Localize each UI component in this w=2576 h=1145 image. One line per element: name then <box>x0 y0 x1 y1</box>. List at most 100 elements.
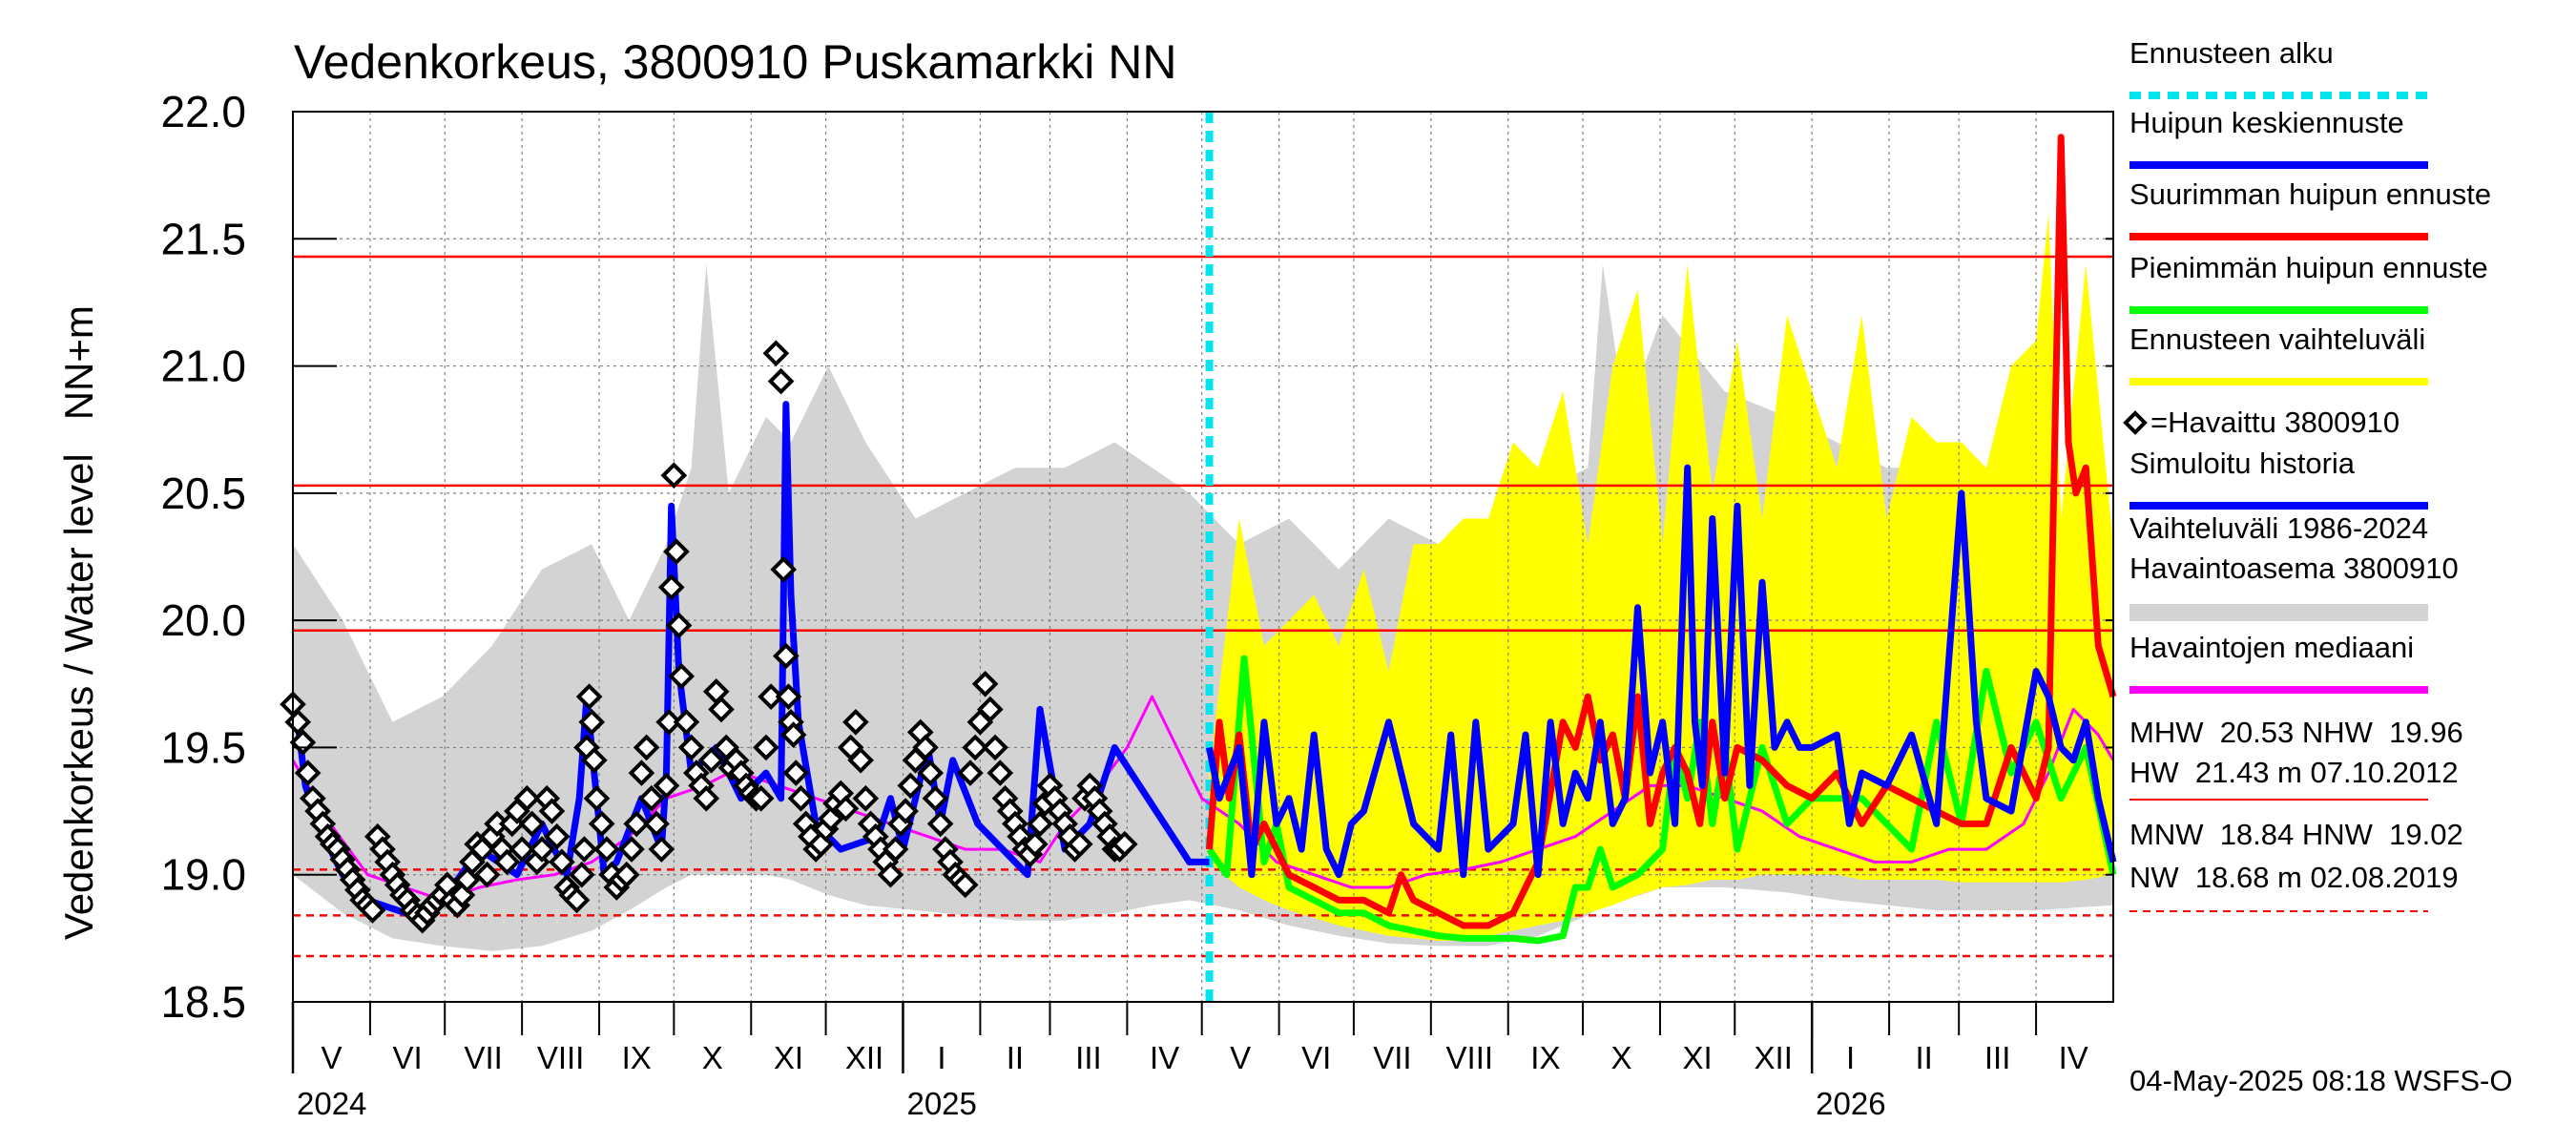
x-month-label: I <box>937 1040 945 1075</box>
observed-marker <box>665 612 693 639</box>
observed-marker <box>770 556 798 583</box>
x-month-label: II <box>1007 1040 1024 1075</box>
observed-marker <box>962 734 988 761</box>
observed-marker <box>917 760 945 786</box>
observed-marker <box>897 772 924 800</box>
observed-marker <box>638 784 665 812</box>
observed-marker <box>753 734 779 761</box>
x-year-label: 2024 <box>297 1086 366 1121</box>
x-month-label: X <box>702 1040 723 1075</box>
observed-marker <box>847 746 874 774</box>
chart-title: Vedenkorkeus, 3800910 Puskamarkki NN <box>294 35 1177 89</box>
x-month-label: IV <box>2059 1040 2088 1075</box>
observed-marker <box>926 810 954 838</box>
observed-marker <box>1066 830 1093 858</box>
observed-marker <box>593 836 620 863</box>
observed-marker <box>787 784 815 812</box>
observed-marker <box>1027 810 1053 838</box>
observed-marker <box>583 784 611 812</box>
observed-marker <box>643 810 670 838</box>
observed-marker <box>563 886 591 914</box>
observed-marker <box>971 670 999 697</box>
stats-line-nw: NW 18.68 m 02.08.2019 <box>2129 861 2459 894</box>
x-month-label: XI <box>774 1040 803 1075</box>
observed-marker <box>1111 830 1138 858</box>
observed-marker <box>912 734 939 761</box>
stats-line-mhw-nhw: MHW 20.53 NHW 19.96 <box>2129 716 2463 749</box>
y-tick-label: 20.5 <box>160 468 246 518</box>
observed-marker <box>543 822 571 850</box>
observed-marker <box>677 734 705 761</box>
observed-marker <box>549 848 575 876</box>
observed-marker <box>693 784 720 812</box>
observed-marker <box>957 760 984 786</box>
observed-marker <box>538 798 566 824</box>
observed-marker <box>668 662 696 690</box>
observed-marker <box>663 538 690 565</box>
legend-label-station: Havaintoasema 3800910 <box>2129 552 2459 585</box>
observed-marker <box>882 836 909 863</box>
legend-label-ennusteen-alku: Ennusteen alku <box>2129 36 2334 70</box>
x-month-label: VI <box>1301 1040 1331 1075</box>
observed-marker <box>571 836 598 863</box>
y-tick-label: 22.0 <box>160 87 246 136</box>
observed-marker <box>529 836 555 863</box>
x-month-label: II <box>1915 1040 1932 1075</box>
observed-marker <box>747 784 775 812</box>
x-month-label: VIII <box>537 1040 585 1075</box>
observed-marker <box>359 897 386 924</box>
legend-marker-observed <box>2123 410 2148 435</box>
observed-marker <box>493 848 521 876</box>
observed-marker <box>758 683 784 710</box>
x-month-label: V <box>321 1040 342 1075</box>
observed-marker <box>708 696 735 723</box>
observed-marker <box>892 798 919 824</box>
y-tick-label: 21.0 <box>160 342 246 391</box>
legend-label-ennusteen-vaihteluvali: Ennusteen vaihteluväli <box>2129 323 2425 356</box>
x-month-label: VII <box>464 1040 502 1075</box>
x-month-label: XII <box>1755 1040 1793 1075</box>
observed-marker <box>767 367 795 395</box>
observed-marker <box>842 708 869 736</box>
observed-marker <box>852 784 880 812</box>
observed-marker <box>580 746 608 774</box>
observed-marker <box>655 708 682 736</box>
plot-area <box>282 111 2117 1003</box>
legend: Ennusteen alku Huipun keskiennuste Suurimm… <box>2123 36 2491 694</box>
observed-marker <box>782 760 810 786</box>
observed-marker <box>977 696 1004 723</box>
plot-frame <box>292 111 2114 1003</box>
timestamp: 04-May-2025 08:18 WSFS-O <box>2129 1064 2512 1097</box>
observed-marker <box>575 683 603 710</box>
x-month-label: VI <box>392 1040 422 1075</box>
observed-marker <box>775 683 802 710</box>
observed-marker <box>832 795 860 822</box>
legend-label-huipun-keskiennuste: Huipun keskiennuste <box>2129 106 2404 139</box>
x-month-label: IX <box>1530 1040 1560 1075</box>
legend-label-havaintojen-mediaani: Havaintojen mediaani <box>2129 631 2414 664</box>
x-month-label: XI <box>1683 1040 1713 1075</box>
x-month-label: IX <box>622 1040 652 1075</box>
x-month-label: III <box>1984 1040 2011 1075</box>
observed-marker <box>922 784 949 812</box>
observed-marker <box>623 810 651 838</box>
y-tick-label: 19.5 <box>160 722 246 772</box>
x-month-label: IV <box>1150 1040 1179 1075</box>
y-tick-label: 21.5 <box>160 214 246 263</box>
observed-marker <box>628 760 655 786</box>
legend-label-vaihteluvali-1986-2024: Vaihteluväli 1986-2024 <box>2129 511 2428 545</box>
forecast-range-band <box>1209 213 2113 942</box>
series-line-pienimman-huipun-ennuste <box>1206 655 2117 945</box>
x-month-label: XII <box>845 1040 883 1075</box>
observed-marker <box>473 861 501 888</box>
observed-marker <box>518 810 546 838</box>
observed-marker <box>982 734 1008 761</box>
observed-marker <box>779 721 807 748</box>
observed-marker <box>633 734 660 761</box>
observed-marker <box>294 760 322 786</box>
statistics-block: MHW 20.53 NHW 19.96 HW 21.43 m 07.10.201… <box>2129 716 2463 912</box>
legend-label-pienimman-huipun-ennuste: Pienimmän huipun ennuste <box>2129 251 2488 284</box>
x-year-label: 2025 <box>906 1086 976 1121</box>
legend-label-suurimman-huipun-ennuste: Suurimman huipun ennuste <box>2129 177 2491 211</box>
